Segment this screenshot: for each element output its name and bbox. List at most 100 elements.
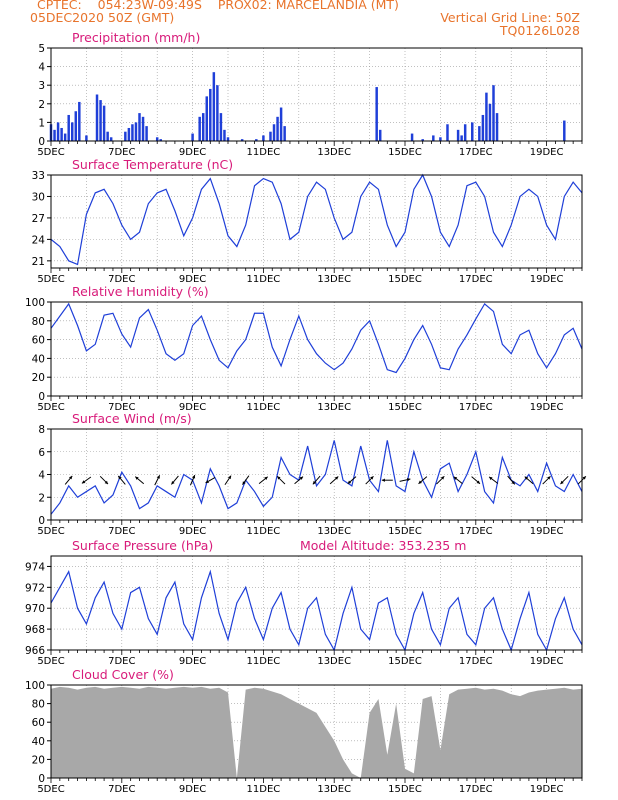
wind-vector-head bbox=[104, 480, 108, 485]
panel-5: 0 20 40 60 80 100 Cloud Cover (%) 5DEC 7DEC 9DEC 1… bbox=[25, 667, 583, 795]
x-tick-label: 19DEC bbox=[530, 147, 564, 158]
y-tick-label: 4 bbox=[38, 470, 45, 482]
wind-vector-head bbox=[118, 475, 122, 480]
precip-bar bbox=[421, 139, 424, 141]
precip-bar bbox=[269, 131, 272, 141]
precip-bar bbox=[262, 135, 265, 141]
x-tick-label: 5DEC bbox=[37, 784, 64, 795]
wind-vector-head bbox=[524, 476, 529, 480]
x-tick-label: 13DEC bbox=[317, 402, 351, 413]
wind-vector-head bbox=[381, 478, 385, 482]
wind-vector bbox=[134, 476, 145, 485]
x-tick-label: 11DEC bbox=[247, 526, 281, 537]
precip-bar bbox=[219, 113, 223, 141]
y-tick-label: 0 bbox=[38, 391, 45, 403]
x-tick-label: 5DEC bbox=[37, 526, 64, 537]
wind-vector bbox=[205, 477, 216, 484]
x-tick-label: 17DEC bbox=[459, 274, 493, 285]
wind-vector-head bbox=[227, 475, 232, 480]
series-line bbox=[50, 173, 583, 266]
wind-vector bbox=[381, 478, 393, 482]
wind-vector-head bbox=[334, 476, 339, 480]
y-tick-label: 60 bbox=[32, 335, 45, 347]
series-line bbox=[50, 302, 583, 374]
x-tick-label: 17DEC bbox=[459, 656, 493, 667]
x-tick-label: 15DEC bbox=[388, 147, 422, 158]
x-tick-label: 15DEC bbox=[388, 784, 422, 795]
x-tick-label: 9DEC bbox=[179, 402, 206, 413]
wind-vector-head bbox=[242, 481, 246, 485]
x-tick-label: 17DEC bbox=[459, 784, 493, 795]
wind-vector-head bbox=[418, 480, 422, 484]
wind-vector-head bbox=[264, 476, 268, 480]
y-tick-label: 30 bbox=[32, 191, 45, 203]
x-tick-label: 13DEC bbox=[317, 656, 351, 667]
precip-bar bbox=[255, 139, 258, 141]
precip-bar bbox=[127, 127, 131, 141]
wind-vector bbox=[542, 475, 551, 485]
panel-frame bbox=[50, 301, 583, 397]
wind-vector-head bbox=[547, 476, 551, 480]
precip-bar bbox=[223, 129, 226, 141]
wind-vector-head bbox=[440, 476, 445, 480]
precip-bar bbox=[460, 135, 463, 141]
x-tick-label: 17DEC bbox=[459, 147, 493, 158]
y-tick-label: 4 bbox=[38, 62, 45, 74]
wind-vector bbox=[258, 476, 269, 485]
x-tick-label: 9DEC bbox=[179, 147, 206, 158]
precip-bar bbox=[485, 92, 488, 141]
precip-bar bbox=[492, 85, 495, 141]
wind-vector-head bbox=[582, 476, 586, 480]
x-tick-label: 7DEC bbox=[108, 526, 135, 537]
x-tick-label: 11DEC bbox=[247, 274, 281, 285]
panel-title: Surface Wind (m/s) bbox=[72, 411, 192, 426]
y-tick-label: 3 bbox=[38, 80, 45, 92]
y-tick-label: 2 bbox=[38, 99, 45, 111]
precip-bar bbox=[85, 135, 88, 141]
y-tick-label: 100 bbox=[25, 297, 45, 309]
panel-frame bbox=[50, 174, 583, 269]
precip-bar bbox=[495, 113, 499, 141]
panel-frame bbox=[50, 47, 583, 142]
wind-vector-head bbox=[407, 478, 411, 482]
precip-bar bbox=[478, 126, 481, 141]
panel-title: Cloud Cover (%) bbox=[72, 667, 174, 682]
series-line bbox=[50, 440, 583, 515]
y-tick-label: 966 bbox=[25, 645, 45, 657]
precip-bar bbox=[131, 124, 134, 141]
wind-vector-head bbox=[511, 480, 515, 485]
precip-bar bbox=[124, 131, 127, 141]
wind-vector bbox=[524, 476, 534, 485]
precip-bar bbox=[71, 122, 74, 141]
x-tick-label: 5DEC bbox=[37, 274, 64, 285]
precip-bar bbox=[216, 85, 219, 141]
wind-vector bbox=[507, 475, 516, 485]
precip-bar bbox=[226, 137, 230, 141]
precip-bar bbox=[141, 116, 145, 141]
wind-vector-head bbox=[192, 475, 196, 479]
precip-bar bbox=[78, 101, 81, 141]
wind-vector bbox=[294, 476, 304, 485]
x-tick-label: 17DEC bbox=[459, 402, 493, 413]
wind-vector-head bbox=[68, 475, 73, 480]
x-tick-label: 19DEC bbox=[530, 656, 564, 667]
x-tick-label: 9DEC bbox=[179, 784, 206, 795]
precip-bar bbox=[432, 135, 435, 141]
precip-bar bbox=[212, 72, 216, 141]
panel-3: 0 2 4 6 8 Surface Wind (m/s) 5DEC 7DEC 9DEC 11DEC… bbox=[37, 411, 587, 537]
x-tick-label: 17DEC bbox=[459, 526, 493, 537]
wind-vector-head bbox=[81, 480, 86, 484]
y-tick-label: 80 bbox=[32, 316, 45, 328]
precip-bar bbox=[56, 122, 60, 141]
panel-title: Surface Temperature (nC) bbox=[72, 157, 233, 172]
x-tick-label: 7DEC bbox=[108, 147, 135, 158]
y-tick-label: 974 bbox=[25, 561, 45, 573]
wind-vector bbox=[488, 476, 499, 484]
y-tick-label: 40 bbox=[32, 353, 45, 365]
x-tick-label: 15DEC bbox=[388, 274, 422, 285]
panel-title: Precipitation (mm/h) bbox=[72, 30, 200, 45]
y-tick-label: 21 bbox=[32, 256, 45, 268]
precip-bar bbox=[67, 114, 70, 141]
precip-bar bbox=[95, 94, 99, 141]
